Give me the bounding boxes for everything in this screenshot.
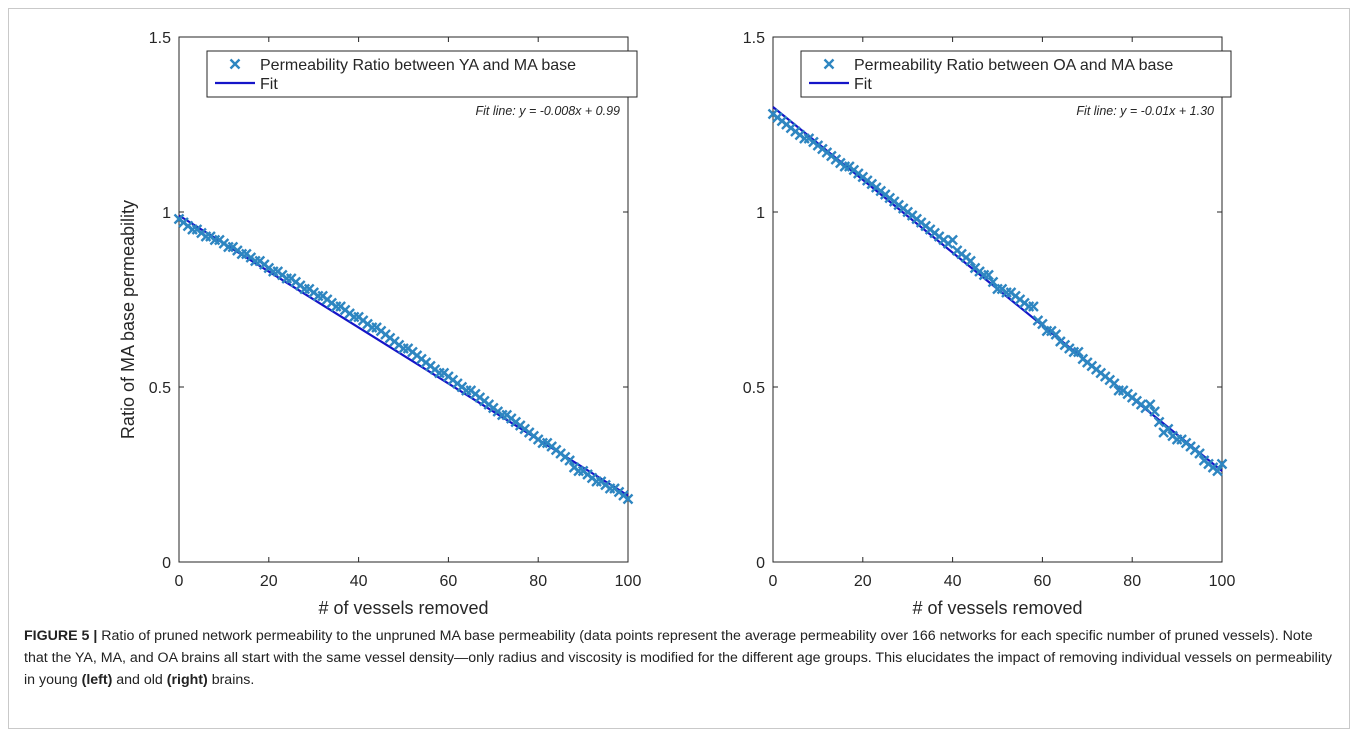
data-point (1194, 448, 1205, 459)
y-tick-label: 1 (162, 205, 171, 222)
data-point (1108, 378, 1120, 389)
y-tick-label: 0 (162, 555, 171, 572)
legend-label-data: Permeability Ratio between OA and MA bas… (854, 57, 1173, 74)
caption-text-1: Ratio of pruned network permeability to … (24, 628, 1333, 688)
x-tick-label: 40 (944, 573, 962, 590)
x-tick-label: 20 (260, 573, 278, 590)
y-tick-label: 1.5 (149, 30, 171, 47)
legend-label-fit: Fit (260, 76, 278, 93)
caption-text-3: brains. (207, 672, 255, 688)
y-tick-label: 0.5 (743, 380, 765, 397)
y-tick-label: 0.5 (149, 380, 171, 397)
fit-equation-annotation: Fit line: y = -0.008x + 0.99 (475, 104, 620, 118)
data-point (987, 276, 999, 288)
data-point (564, 455, 575, 466)
data-point (1212, 465, 1223, 477)
data-point (983, 269, 994, 281)
caption-text-2: and old (112, 672, 167, 688)
legend: Permeability Ratio between OA and MA bas… (800, 50, 1232, 98)
x-tick-label: 60 (1034, 573, 1052, 590)
data-point (1144, 399, 1156, 410)
data-point (947, 234, 958, 246)
legend-marker-x (823, 58, 835, 70)
legend-box (800, 50, 1232, 98)
x-tick-label: 40 (350, 573, 368, 590)
chart-panel-left: 0 20 40 60 80 100 0 0.5 1 1.5 # of vessels removed… (118, 30, 641, 618)
legend-label-data: Permeability Ratio between YA and MA bas… (260, 57, 576, 74)
legend-label-fit: Fit (854, 76, 872, 93)
x-tick-label: 60 (440, 573, 458, 590)
x-tick-label: 100 (1209, 573, 1236, 590)
x-tick-label: 80 (1123, 573, 1141, 590)
data-point (1037, 318, 1048, 330)
data-point (1162, 423, 1174, 435)
data-point (1153, 416, 1165, 428)
y-axis-label: Ratio of MA base permeability (118, 200, 138, 439)
data-point (1216, 458, 1228, 470)
plot-area-frame (772, 36, 1223, 563)
caption-right: (right) (166, 672, 208, 688)
x-axis-label: # of vessels removed (318, 598, 488, 618)
x-axis-label: # of vessels removed (912, 598, 1082, 618)
data-point (1072, 346, 1084, 358)
y-tick-label: 1.5 (743, 30, 765, 47)
data-point (1050, 329, 1062, 340)
legend-box (206, 50, 638, 98)
plot-area-frame (178, 36, 629, 563)
fit-equation-annotation: Fit line: y = -0.01x + 1.30 (1076, 104, 1214, 118)
data-point (1028, 301, 1039, 312)
x-tick-label: 20 (854, 573, 872, 590)
data-point (622, 493, 634, 505)
y-tick-label: 0 (756, 555, 765, 572)
x-tick-label: 80 (529, 573, 547, 590)
x-tick-label: 0 (175, 573, 184, 590)
figure-caption: FIGURE 5 | Ratio of pruned network perme… (24, 625, 1334, 691)
legend: Permeability Ratio between YA and MA bas… (206, 50, 638, 98)
x-tick-label: 100 (615, 573, 642, 590)
data-point (965, 255, 976, 267)
legend-marker-x (229, 58, 241, 70)
data-point (1149, 406, 1160, 417)
caption-label: FIGURE 5 | (24, 628, 98, 644)
y-tick-label: 1 (756, 205, 765, 222)
chart-panel-right: 0 20 40 60 80 100 0 0.5 1 1.5 # of vessels removed… (743, 30, 1236, 618)
x-tick-label: 0 (769, 573, 778, 590)
caption-left: (left) (81, 672, 113, 688)
